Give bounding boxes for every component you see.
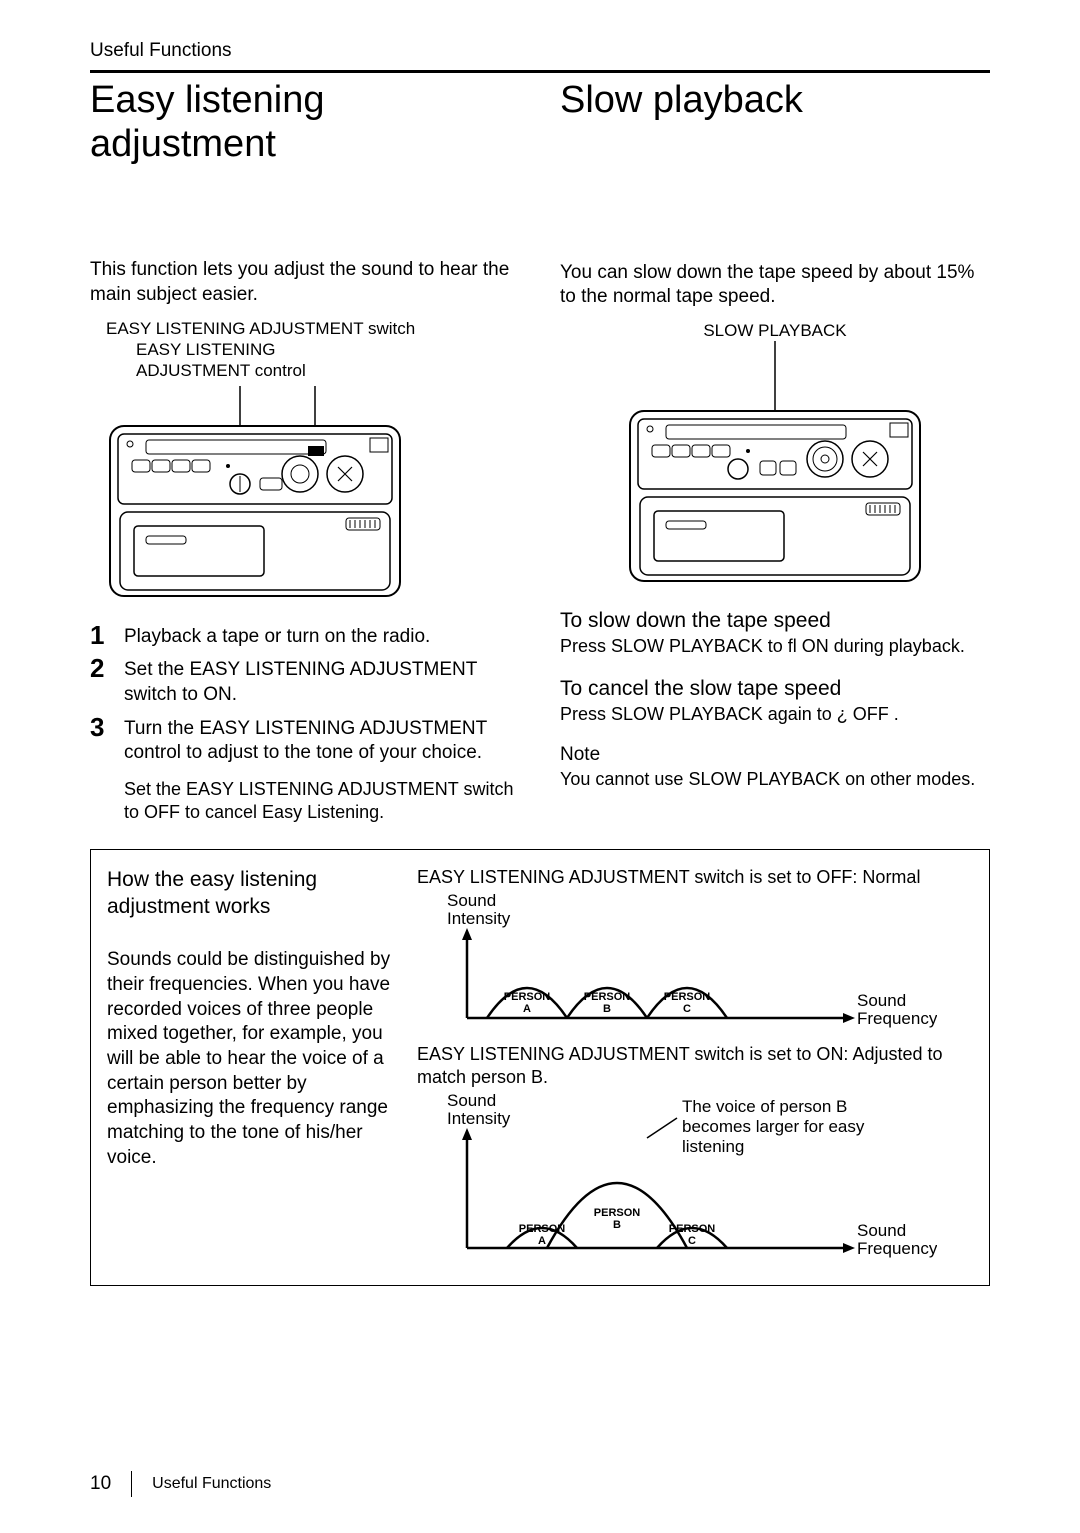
how-it-works-box: How the easy listening adjustment works … <box>90 849 990 1287</box>
device-diagram-left <box>90 386 420 606</box>
graph1-caption: EASY LISTENING ADJUSTMENT switch is set … <box>417 866 973 889</box>
right-title: Slow playback <box>560 79 990 123</box>
step-text-2: Set the EASY LISTENING ADJUSTMENT switch… <box>124 655 520 707</box>
svg-text:B: B <box>613 1219 621 1231</box>
how-title: How the easy listening adjustment works <box>107 866 397 921</box>
note-body: You cannot use SLOW PLAYBACK on other mo… <box>560 768 990 791</box>
step-2: 2 Set the EASY LISTENING ADJUSTMENT swit… <box>90 655 520 707</box>
callout-slow-playback: SLOW PLAYBACK <box>560 320 990 341</box>
svg-text:Intensity: Intensity <box>447 909 511 928</box>
right-column: Slow playback You can slow down the tape… <box>560 79 990 825</box>
section-header: Useful Functions <box>90 40 990 62</box>
how-body: Sounds could be distinguished by their f… <box>107 948 397 1170</box>
svg-text:PERSON: PERSON <box>669 1223 716 1235</box>
svg-text:PERSON: PERSON <box>519 1223 566 1235</box>
top-rule <box>90 70 990 73</box>
step-3: 3 Turn the EASY LISTENING ADJUSTMENT con… <box>90 714 520 766</box>
svg-text:Sound: Sound <box>447 891 496 910</box>
step-text-3: Turn the EASY LISTENING ADJUSTMENT contr… <box>124 714 520 766</box>
how-left: How the easy listening adjustment works … <box>107 866 397 1274</box>
left-title: Easy listening adjustment <box>90 79 520 166</box>
svg-text:PERSON: PERSON <box>664 991 711 1003</box>
svg-text:Frequency: Frequency <box>857 1239 937 1258</box>
footer-section: Useful Functions <box>152 1475 271 1493</box>
page-number: 10 <box>90 1473 111 1495</box>
svg-text:C: C <box>683 1003 691 1015</box>
svg-text:Sound: Sound <box>857 1221 906 1240</box>
svg-text:A: A <box>523 1003 531 1015</box>
frequency-graph-adjusted: Sound Intensity PERSON A PERSON B PERSON… <box>417 1088 937 1268</box>
sub1-head: To slow down the tape speed <box>560 609 990 633</box>
note-head: Note <box>560 744 990 766</box>
steps-list: 1 Playback a tape or turn on the radio. … <box>90 622 520 825</box>
step-num-3: 3 <box>90 714 114 740</box>
left-column: Easy listening adjustment This function … <box>90 79 520 825</box>
step-sub-note: Set the EASY LISTENING ADJUSTMENT switch… <box>124 778 520 825</box>
footer-divider <box>131 1471 132 1497</box>
sub1-body: Press SLOW PLAYBACK to ﬂ ON during playb… <box>560 635 990 658</box>
right-intro: You can slow down the tape speed by abou… <box>560 261 990 310</box>
svg-text:C: C <box>688 1235 696 1247</box>
sub2-head: To cancel the slow tape speed <box>560 677 990 701</box>
svg-text:PERSON: PERSON <box>504 991 551 1003</box>
how-right: EASY LISTENING ADJUSTMENT switch is set … <box>417 866 973 1274</box>
left-intro: This function lets you adjust the sound … <box>90 258 520 307</box>
two-column-layout: Easy listening adjustment This function … <box>90 79 990 825</box>
step-1: 1 Playback a tape or turn on the radio. <box>90 622 520 650</box>
callout-control-label-l2: ADJUSTMENT control <box>136 360 520 381</box>
sub2-body: Press SLOW PLAYBACK again to ¿ OFF . <box>560 703 990 726</box>
svg-text:The voice of person B: The voice of person B <box>682 1097 847 1116</box>
svg-text:A: A <box>538 1235 546 1247</box>
callout-switch-label: EASY LISTENING ADJUSTMENT switch <box>106 318 520 339</box>
svg-text:Intensity: Intensity <box>447 1109 511 1128</box>
step-num-1: 1 <box>90 622 114 648</box>
callout-control-label-l1: EASY LISTENING <box>136 339 520 360</box>
svg-text:becomes larger for easy: becomes larger for easy <box>682 1117 865 1136</box>
graph2-caption: EASY LISTENING ADJUSTMENT switch is set … <box>417 1043 973 1088</box>
device-diagram-right <box>610 341 940 591</box>
svg-text:PERSON: PERSON <box>584 991 631 1003</box>
step-num-2: 2 <box>90 655 114 681</box>
svg-text:Frequency: Frequency <box>857 1009 937 1028</box>
page-footer: 10 Useful Functions <box>90 1471 271 1497</box>
step-text-1: Playback a tape or turn on the radio. <box>124 622 430 650</box>
svg-text:Sound: Sound <box>447 1091 496 1110</box>
svg-text:PERSON: PERSON <box>594 1207 641 1219</box>
svg-text:listening: listening <box>682 1137 744 1156</box>
svg-text:B: B <box>603 1003 611 1015</box>
frequency-graph-normal: Sound Intensity PERSON A PERSON B PERSON… <box>417 888 937 1038</box>
svg-text:Sound: Sound <box>857 991 906 1010</box>
